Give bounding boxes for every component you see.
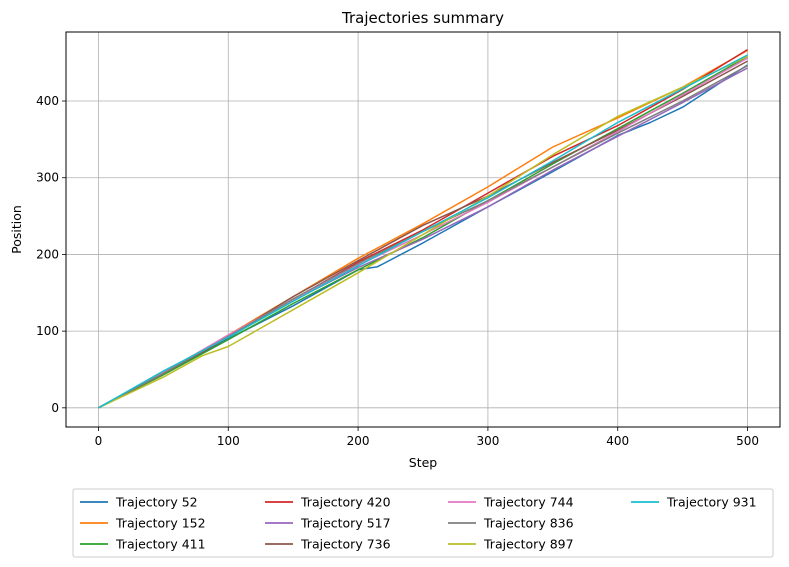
x-tick-label: 400 <box>606 434 629 448</box>
series-line-2 <box>98 55 748 409</box>
y-tick-label: 100 <box>36 324 59 338</box>
x-axis-label: Step <box>409 455 438 470</box>
series-lines <box>98 48 748 409</box>
y-tick-label: 400 <box>36 94 59 108</box>
grid-lines <box>66 32 780 427</box>
legend-label: Trajectory 736 <box>300 537 391 552</box>
chart-title: Trajectories summary <box>341 9 504 27</box>
y-tick-label: 300 <box>36 171 59 185</box>
series-line-8 <box>98 55 748 409</box>
legend-label: Trajectory 897 <box>483 537 574 552</box>
plot-frame <box>65 31 781 428</box>
x-tick-label: 300 <box>476 434 499 448</box>
legend-label: Trajectory 836 <box>483 516 574 531</box>
x-tick-label: 0 <box>95 434 103 448</box>
x-tick-label: 200 <box>347 434 370 448</box>
y-tick-label: 0 <box>51 401 59 415</box>
y-tick-label: 200 <box>36 247 59 261</box>
legend: Trajectory 52 Trajectory 152 Trajectory 41… <box>72 488 774 558</box>
legend-label: Trajectory 517 <box>300 516 391 531</box>
y-axis: 0 100 200 300 400 <box>36 94 66 415</box>
series-line-9 <box>98 54 748 409</box>
x-tick-label: 500 <box>736 434 759 448</box>
x-axis: 0 100 200 300 400 500 <box>95 427 759 448</box>
y-axis-label: Position <box>9 205 24 254</box>
x-tick-label: 100 <box>217 434 240 448</box>
legend-label: Trajectory 411 <box>115 537 206 552</box>
legend-label: Trajectory 744 <box>483 495 574 510</box>
legend-label: Trajectory 52 <box>115 495 198 510</box>
legend-label: Trajectory 152 <box>115 516 206 531</box>
legend-label: Trajectory 931 <box>666 495 757 510</box>
legend-label: Trajectory 420 <box>300 495 391 510</box>
legend-box <box>72 488 774 558</box>
